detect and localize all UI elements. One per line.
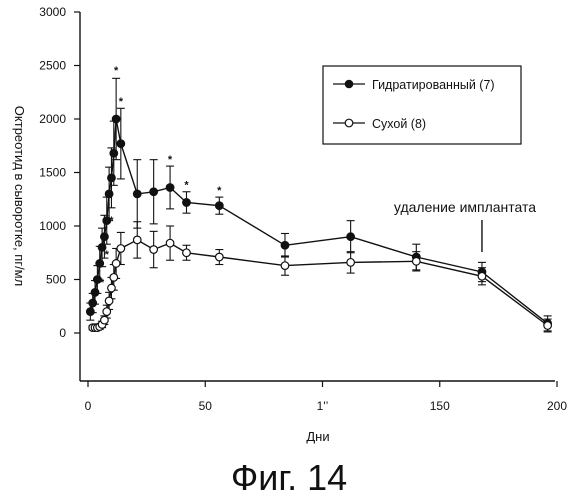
x-tick-label: 150 bbox=[430, 399, 450, 413]
legend-label-dry: Сухой (8) bbox=[372, 117, 426, 131]
data-point bbox=[166, 239, 174, 247]
data-point bbox=[96, 260, 104, 268]
y-tick-label: 3000 bbox=[39, 5, 66, 19]
data-point bbox=[110, 149, 118, 157]
series-line bbox=[93, 240, 548, 328]
legend-label-hydrated: Гидратированный (7) bbox=[372, 78, 495, 92]
data-point bbox=[281, 241, 289, 249]
x-tick-label: 200 bbox=[547, 399, 567, 413]
significance-star: * bbox=[168, 154, 173, 166]
data-point bbox=[347, 259, 355, 267]
x-tick-label: 1'’ bbox=[317, 399, 329, 413]
data-point bbox=[105, 297, 113, 305]
data-point bbox=[110, 274, 118, 282]
data-point bbox=[133, 236, 141, 244]
significance-star: * bbox=[114, 65, 119, 77]
significance-star: * bbox=[109, 215, 114, 227]
series-line bbox=[90, 119, 547, 323]
x-tick-label: 0 bbox=[85, 399, 92, 413]
y-tick-label: 0 bbox=[59, 326, 66, 340]
data-point bbox=[103, 308, 111, 316]
y-tick-label: 1500 bbox=[39, 166, 66, 180]
data-point bbox=[105, 190, 113, 198]
data-point bbox=[347, 233, 355, 241]
x-axis-title: Дни bbox=[306, 429, 329, 444]
data-point bbox=[150, 188, 158, 196]
data-point bbox=[281, 262, 289, 270]
data-point bbox=[166, 184, 174, 192]
significance-star: * bbox=[100, 277, 105, 289]
legend-marker-dry bbox=[345, 119, 353, 127]
x-tick-label: 50 bbox=[199, 399, 213, 413]
data-point bbox=[544, 322, 552, 330]
data-point bbox=[101, 316, 109, 324]
data-point bbox=[183, 199, 191, 207]
implant-removal-label: удаление имплантата bbox=[394, 199, 536, 215]
data-point bbox=[413, 258, 421, 266]
data-point bbox=[108, 174, 116, 182]
x-ticks: 0 50 1'’ 150 200 bbox=[85, 381, 568, 413]
significance-star: * bbox=[217, 185, 222, 197]
data-point bbox=[150, 246, 158, 254]
legend: Гидратированный (7) Сухой (8) bbox=[323, 66, 521, 144]
y-tick-label: 1000 bbox=[39, 219, 66, 233]
data-point bbox=[133, 190, 141, 198]
legend-marker-hydrated bbox=[345, 80, 353, 88]
significance-star: * bbox=[119, 96, 124, 108]
data-point bbox=[478, 272, 486, 280]
significance-star: * bbox=[105, 249, 110, 261]
data-point bbox=[112, 115, 120, 123]
significance-markers: ********* bbox=[93, 65, 222, 303]
data-point bbox=[216, 202, 224, 210]
data-point bbox=[87, 308, 95, 316]
y-axis-title: Октреотид в сыворотке, пг/мл bbox=[12, 106, 27, 286]
data-point bbox=[108, 284, 116, 292]
data-point bbox=[183, 249, 191, 257]
data-point bbox=[117, 140, 125, 148]
y-tick-label: 2500 bbox=[39, 59, 66, 73]
data-point bbox=[101, 233, 109, 241]
y-tick-label: 2000 bbox=[39, 112, 66, 126]
y-ticks: 0 500 1000 1500 2000 2500 3000 bbox=[39, 5, 80, 340]
y-tick-label: 500 bbox=[46, 273, 66, 287]
figure-caption: Фиг. 14 bbox=[231, 457, 347, 498]
significance-star: * bbox=[184, 180, 189, 192]
data-point bbox=[216, 253, 224, 261]
data-point bbox=[117, 245, 125, 253]
significance-star: * bbox=[93, 291, 98, 303]
data-point bbox=[112, 260, 120, 268]
